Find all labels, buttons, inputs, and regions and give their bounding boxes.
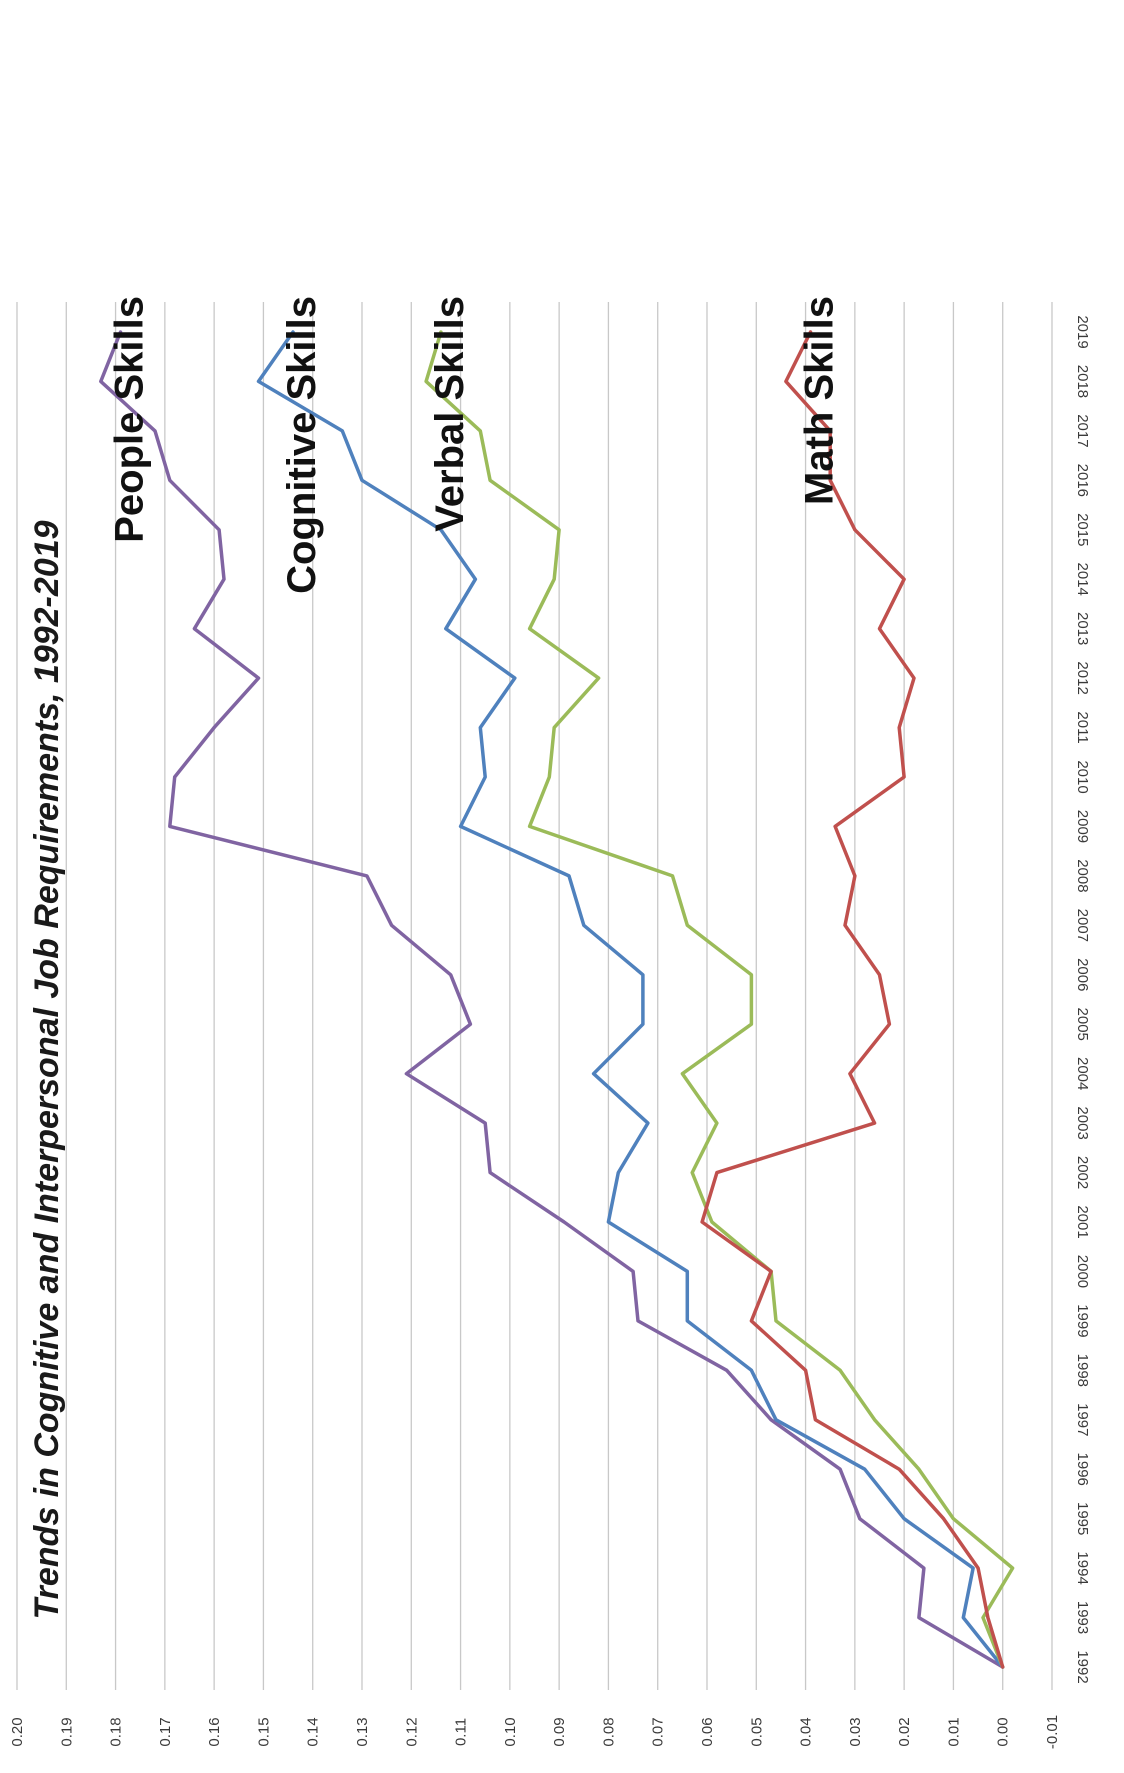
series-line-people-skills bbox=[99, 330, 1005, 1669]
y-tick-label: 0.19 bbox=[58, 1717, 75, 1746]
y-tick-label: 0.10 bbox=[502, 1717, 519, 1746]
y-tick-label: 0.12 bbox=[403, 1717, 420, 1746]
x-tick-label: 2007 bbox=[1074, 909, 1091, 942]
series-line-cognitive-skills bbox=[256, 330, 1005, 1669]
x-tick-label: 2002 bbox=[1074, 1156, 1091, 1189]
x-tick-label: 2008 bbox=[1074, 859, 1091, 892]
x-tick-label: 2016 bbox=[1074, 464, 1091, 497]
x-tick-label: 1995 bbox=[1074, 1502, 1091, 1535]
x-tick-label: 2000 bbox=[1074, 1255, 1091, 1288]
y-tick-label: 0.18 bbox=[108, 1717, 125, 1746]
y-tick-label: 0.15 bbox=[255, 1717, 272, 1746]
legend-math-skills: Math Skills bbox=[798, 296, 842, 505]
x-tick-label: 1997 bbox=[1074, 1403, 1091, 1436]
y-tick-label: 0.05 bbox=[748, 1717, 765, 1746]
y-tick-label: 0.06 bbox=[699, 1717, 716, 1746]
y-tick-label: -0.01 bbox=[1044, 1715, 1061, 1749]
x-tick-label: 2012 bbox=[1074, 661, 1091, 694]
y-tick-label: 0.16 bbox=[206, 1717, 223, 1746]
y-tick-label: 0.17 bbox=[157, 1717, 174, 1746]
y-tick-label: 0.08 bbox=[600, 1717, 617, 1746]
legend-people-skills: People Skills bbox=[108, 296, 152, 543]
x-tick-label: 1996 bbox=[1074, 1453, 1091, 1486]
x-tick-label: 1999 bbox=[1074, 1304, 1091, 1337]
legend-cognitive-skills: Cognitive Skills bbox=[280, 296, 324, 594]
y-tick-label: 0.14 bbox=[305, 1717, 322, 1746]
x-tick-label: 2018 bbox=[1074, 365, 1091, 398]
x-tick-label: 1993 bbox=[1074, 1601, 1091, 1634]
y-tick-label: 0.03 bbox=[847, 1717, 864, 1746]
chart-title: Trends in Cognitive and Interpersonal Jo… bbox=[28, 520, 66, 1619]
series-line-verbal-skills bbox=[424, 330, 1015, 1669]
x-tick-label: 2017 bbox=[1074, 414, 1091, 447]
x-tick-label: 2009 bbox=[1074, 810, 1091, 843]
x-tick-label: 2010 bbox=[1074, 760, 1091, 793]
x-tick-label: 1994 bbox=[1074, 1551, 1091, 1584]
y-tick-label: 0.00 bbox=[995, 1717, 1012, 1746]
y-tick-label: 0.01 bbox=[945, 1717, 962, 1746]
y-tick-label: 0.11 bbox=[453, 1718, 470, 1746]
series-line-math-skills bbox=[700, 330, 1005, 1669]
x-tick-label: 2014 bbox=[1074, 563, 1091, 596]
x-tick-label: 2001 bbox=[1074, 1205, 1091, 1238]
x-tick-label: 2004 bbox=[1074, 1057, 1091, 1090]
x-tick-label: 2013 bbox=[1074, 612, 1091, 645]
x-tick-label: 2011 bbox=[1074, 711, 1091, 743]
y-tick-label: 0.07 bbox=[650, 1717, 667, 1746]
x-tick-label: 2015 bbox=[1074, 513, 1091, 546]
x-tick-label: 2005 bbox=[1074, 1008, 1091, 1041]
x-tick-label: 1992 bbox=[1074, 1650, 1091, 1683]
y-tick-label: 0.02 bbox=[896, 1717, 913, 1746]
y-tick-label: 0.04 bbox=[798, 1717, 815, 1746]
plot-area: -0.01 0.00 0.01 0.02 0.03 0.04 0.05 0.06 0.07 0.0… bbox=[9, 296, 1091, 1749]
y-tick-label: 0.09 bbox=[551, 1717, 568, 1746]
y-tick-label: 0.20 bbox=[9, 1717, 26, 1746]
legend-verbal-skills: Verbal Skills bbox=[428, 296, 472, 532]
x-tick-label: 2019 bbox=[1074, 315, 1091, 348]
x-tick-label: 2006 bbox=[1074, 958, 1091, 991]
y-tick-label: 0.13 bbox=[354, 1717, 371, 1746]
x-tick-label: 2003 bbox=[1074, 1106, 1091, 1139]
x-tick-label: 1998 bbox=[1074, 1354, 1091, 1387]
